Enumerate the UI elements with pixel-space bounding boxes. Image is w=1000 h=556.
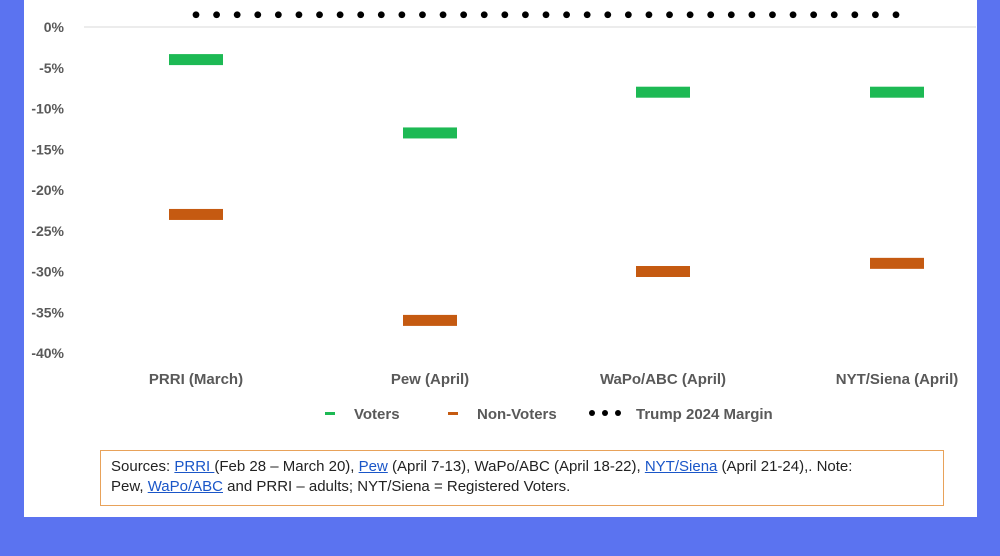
- trump-margin-dot: [624, 11, 632, 19]
- non-voters-mark: [636, 266, 690, 277]
- trump-margin-dot: [213, 11, 220, 19]
- prri-link[interactable]: PRRI: [174, 458, 215, 475]
- non-voters-mark: [403, 314, 457, 326]
- x-category-label: PRRI (March): [149, 371, 243, 388]
- non-voters-mark: [870, 257, 924, 269]
- trump-margin-dot: [377, 11, 385, 19]
- y-tick-label: -35%: [31, 304, 64, 320]
- y-tick-label: -30%: [31, 264, 64, 280]
- legend-non-voters-label: Non-Voters: [477, 406, 557, 423]
- x-category-label: Pew (April): [391, 371, 469, 388]
- nyt-dates: (April 21-24),. Note:: [717, 458, 853, 475]
- trump-margin-dot: [274, 11, 282, 19]
- prri-dates: (Feb 28 – March 20),: [214, 458, 359, 475]
- sources-prefix: Sources:: [111, 458, 175, 475]
- legend-voters-label: Voters: [354, 406, 400, 423]
- trump-margin-dot: [542, 11, 550, 19]
- note-tail: and PRRI – adults; NYT/Siena = Registere…: [223, 478, 571, 495]
- trump-margin-dot: [419, 11, 426, 19]
- legend-margin-label: Trump 2024 Margin: [636, 406, 773, 423]
- trump-margin-dot: [563, 11, 570, 19]
- trump-margin-dot: [604, 11, 612, 19]
- trump-margin-dot: [233, 11, 241, 19]
- trump-margin-dot: [686, 11, 694, 19]
- x-category-label: NYT/Siena (April): [836, 371, 959, 388]
- non-voters-mark: [169, 208, 223, 220]
- chart-card: 0% -5% -10% -15% -20% -25% -30% -35% -40% PRRI (M…: [24, 0, 977, 517]
- x-category-label: WaPo/ABC (April): [600, 371, 726, 388]
- trump-margin-dot: [851, 11, 859, 19]
- y-tick-label: 0%: [44, 19, 65, 35]
- trump-margin-dot: [480, 11, 488, 19]
- y-tick-label: -25%: [31, 223, 64, 239]
- y-tick-label: -15%: [31, 141, 64, 157]
- legend-non-voters-swatch: [448, 412, 458, 415]
- trump-margin-dot: [872, 11, 879, 19]
- trump-margin-dot: [748, 11, 756, 19]
- trump-margin-dot: [192, 11, 200, 19]
- y-tick-label: -5%: [39, 60, 64, 76]
- pew-dates: (April 7-13), WaPo/ABC (April 18-22),: [387, 458, 645, 475]
- note-pew: Pew,: [111, 478, 148, 495]
- pew-link[interactable]: Pew: [358, 458, 388, 475]
- trump-margin-dot: [295, 11, 303, 19]
- legend-margin-swatch: [615, 410, 621, 416]
- legend-margin-swatch: [602, 410, 608, 416]
- trump-margin-dot: [357, 11, 365, 19]
- y-tick-label: -10%: [31, 101, 64, 117]
- trump-margin-dot: [666, 11, 673, 19]
- trump-margin-dot: [583, 11, 591, 19]
- voters-mark: [169, 54, 223, 66]
- trump-margin-dot: [316, 11, 323, 19]
- chart: 0% -5% -10% -15% -20% -25% -30% -35% -40% PRRI (M…: [31, 11, 976, 423]
- legend-voters-swatch: [325, 412, 335, 415]
- y-tick-label: -40%: [31, 345, 64, 361]
- legend-margin-swatch: [589, 410, 595, 416]
- nyt-siena-link[interactable]: NYT/Siena: [644, 458, 718, 475]
- trump-margin-dot: [336, 11, 344, 19]
- trump-margin-dot: [645, 11, 653, 19]
- trump-margin-dot: [501, 11, 509, 19]
- trump-margin-dot: [830, 11, 838, 19]
- y-tick-label: -20%: [31, 182, 64, 198]
- trump-margin-dot: [707, 11, 715, 19]
- trump-margin-dot: [769, 11, 776, 19]
- trump-margin-dot: [522, 11, 529, 19]
- trump-margin-dot: [789, 11, 797, 19]
- voters-mark: [636, 86, 690, 98]
- trump-margin-dot: [810, 11, 818, 19]
- trump-margin-dot: [254, 11, 262, 19]
- trump-margin-dot: [892, 11, 900, 19]
- trump-margin-dot: [398, 11, 406, 19]
- voters-mark: [870, 86, 924, 98]
- sources-note: Sources: PRRI (Feb 28 – March 20), Pew (…: [100, 450, 944, 506]
- voters-mark: [403, 127, 457, 139]
- trump-margin-dot: [439, 11, 447, 19]
- wapo-abc-link[interactable]: WaPo/ABC: [147, 478, 223, 495]
- trump-margin-dot: [460, 11, 468, 19]
- trump-margin-dot: [727, 11, 735, 19]
